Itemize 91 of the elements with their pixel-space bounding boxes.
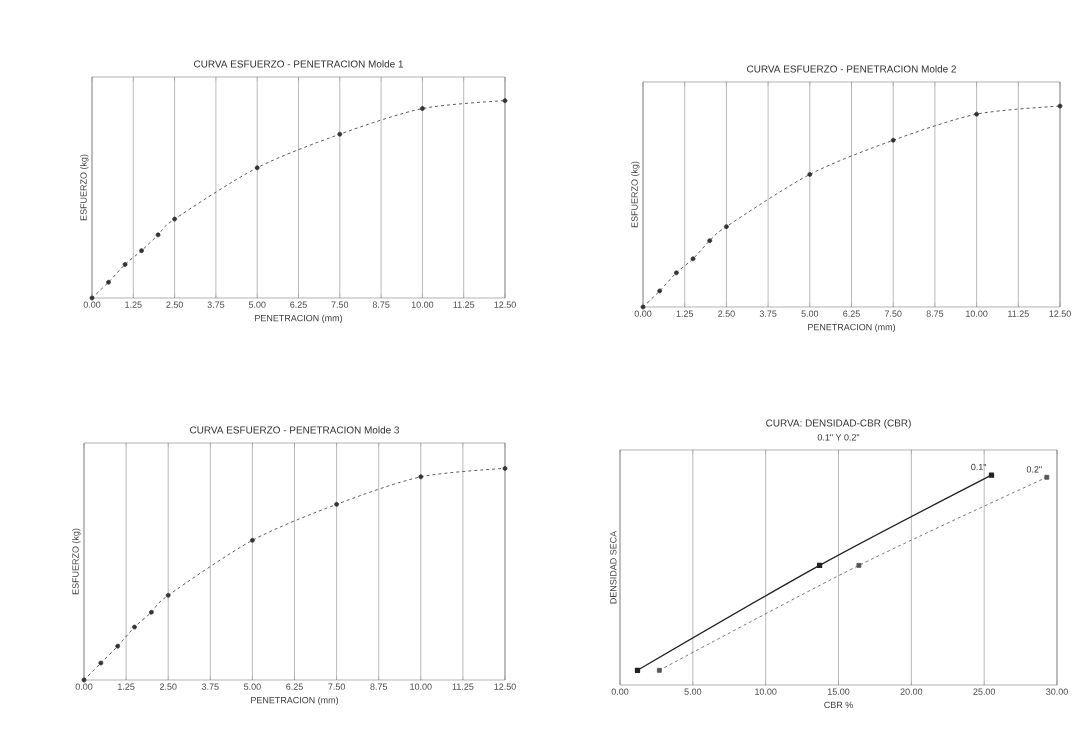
y-axis-title: ESFUERZO (kg) bbox=[631, 161, 640, 228]
x-tick-label: 8.75 bbox=[370, 683, 388, 690]
x-tick-label: 5.00 bbox=[684, 688, 702, 695]
point bbox=[656, 667, 662, 673]
x-tick-label: 2.50 bbox=[159, 683, 177, 690]
y-axis-title: DENSIDAD SECA bbox=[610, 530, 617, 604]
x-tick-label: 11.25 bbox=[453, 301, 475, 308]
x-axis-title: CBR % bbox=[824, 701, 853, 709]
point bbox=[856, 563, 862, 568]
x-tick-label: 20.00 bbox=[900, 688, 923, 695]
x-tick-label: 0.00 bbox=[611, 688, 629, 695]
x-tick-label: 8.75 bbox=[372, 301, 390, 308]
x-tick-label: 10.00 bbox=[411, 301, 434, 308]
x-axis-title: PENETRACION (mm) bbox=[251, 696, 339, 706]
series-label: 0.2" bbox=[1026, 466, 1042, 473]
point bbox=[724, 224, 729, 230]
x-tick-label: 10.00 bbox=[410, 683, 432, 690]
point bbox=[890, 137, 896, 143]
point bbox=[974, 111, 980, 117]
x-tick-label: 7.50 bbox=[331, 301, 349, 308]
y-axis-title: ESFUERZO (kg) bbox=[80, 154, 89, 221]
point bbox=[122, 262, 128, 267]
point bbox=[988, 472, 995, 478]
point bbox=[106, 279, 111, 285]
point bbox=[337, 131, 343, 137]
x-tick-label: 7.50 bbox=[328, 683, 345, 690]
x-tick-label: 5.00 bbox=[244, 683, 261, 690]
y-axis-title: ESFUERZO (kg) bbox=[72, 528, 81, 595]
point bbox=[250, 537, 255, 543]
point bbox=[81, 677, 87, 683]
point bbox=[139, 248, 144, 254]
point bbox=[89, 295, 95, 301]
point bbox=[634, 667, 641, 673]
x-tick-label: 6.25 bbox=[843, 310, 860, 317]
point bbox=[1057, 103, 1063, 109]
x-tick-label: 25.00 bbox=[973, 688, 996, 695]
x-tick-label: 0.00 bbox=[634, 310, 652, 317]
point bbox=[98, 660, 104, 666]
chart-title: CURVA ESFUERZO - PENETRACION Molde 2 bbox=[747, 65, 956, 73]
point bbox=[254, 165, 260, 171]
point bbox=[334, 501, 339, 507]
chart-subtitle: 0.1" Y 0.2" bbox=[817, 434, 860, 441]
x-tick-label: 0.00 bbox=[83, 301, 101, 308]
x-tick-label: 0.00 bbox=[75, 683, 93, 690]
x-tick-label: 6.25 bbox=[290, 301, 307, 308]
point bbox=[502, 466, 508, 471]
point bbox=[657, 288, 663, 294]
point bbox=[690, 256, 696, 262]
x-tick-label: 12.50 bbox=[494, 683, 516, 690]
chart-title: CURVA: DENSIDAD-CBR (CBR) bbox=[766, 419, 911, 429]
x-tick-label: 2.50 bbox=[718, 310, 735, 317]
x-tick-label: 3.75 bbox=[201, 683, 219, 690]
point bbox=[807, 172, 813, 177]
x-tick-label: 12.50 bbox=[1049, 310, 1071, 317]
point bbox=[165, 592, 171, 598]
x-tick-label: 1.25 bbox=[125, 301, 142, 308]
x-tick-label: 12.50 bbox=[494, 301, 516, 308]
x-tick-label: 11.25 bbox=[1008, 310, 1029, 317]
x-tick-label: 5.00 bbox=[248, 301, 266, 308]
x-tick-label: 30.00 bbox=[1046, 688, 1068, 695]
x-tick-label: 10.00 bbox=[755, 688, 777, 695]
x-tick-label: 3.75 bbox=[759, 310, 777, 317]
point bbox=[502, 98, 508, 104]
point bbox=[132, 624, 137, 630]
point bbox=[673, 270, 679, 276]
x-tick-label: 5.00 bbox=[801, 310, 819, 317]
x-tick-label: 1.25 bbox=[676, 310, 694, 317]
point bbox=[155, 232, 161, 238]
point bbox=[418, 474, 424, 480]
x-tick-label: 2.50 bbox=[166, 301, 183, 308]
point bbox=[420, 106, 425, 111]
x-axis-title: PENETRACION (mm) bbox=[255, 314, 343, 324]
chart-title: CURVA ESFUERZO - PENETRACION Molde 3 bbox=[190, 426, 400, 434]
point bbox=[1044, 474, 1050, 480]
x-tick-label: 3.75 bbox=[207, 301, 225, 308]
x-tick-label: 11.25 bbox=[452, 683, 474, 690]
x-tick-label: 10.00 bbox=[966, 310, 988, 317]
point bbox=[172, 216, 177, 222]
series-label: 0.1" bbox=[971, 463, 987, 471]
x-tick-label: 1.25 bbox=[118, 683, 135, 690]
x-axis-title: PENETRACION (mm) bbox=[808, 323, 896, 333]
point bbox=[148, 609, 154, 615]
point bbox=[640, 304, 646, 310]
x-tick-label: 8.75 bbox=[926, 310, 944, 317]
point bbox=[816, 562, 823, 569]
x-tick-label: 6.25 bbox=[286, 683, 303, 690]
x-tick-label: 7.50 bbox=[884, 310, 902, 317]
point bbox=[115, 643, 121, 649]
chart-title: CURVA ESFUERZO - PENETRACION Molde 1 bbox=[194, 60, 403, 68]
point bbox=[707, 238, 713, 244]
x-tick-label: 15.00 bbox=[827, 688, 850, 695]
